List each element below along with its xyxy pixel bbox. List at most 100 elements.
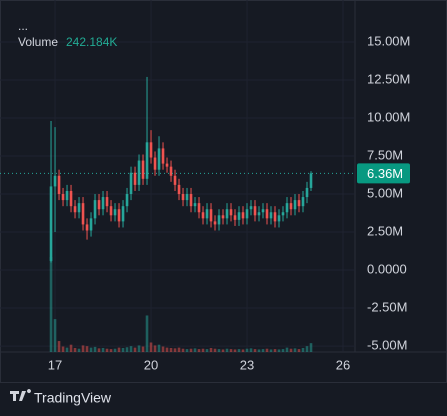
brand-name[interactable]: TradingView — [34, 390, 112, 406]
volume-bar — [165, 347, 169, 352]
volume-bar — [233, 349, 237, 352]
logo-mark — [10, 389, 31, 401]
candle-body — [93, 200, 97, 219]
volume-bar — [149, 342, 153, 352]
volume-bar — [253, 349, 257, 352]
volume-bar — [89, 347, 93, 352]
candle-body — [65, 190, 69, 201]
candle-body — [89, 218, 93, 231]
volume-bar — [257, 349, 261, 352]
candle-body — [153, 157, 157, 170]
volume-bar — [97, 348, 101, 352]
volume-bar — [73, 347, 77, 352]
candle-body — [213, 221, 217, 225]
candle-body — [301, 197, 305, 207]
y-tick-label: 0.0000 — [367, 261, 407, 276]
last-price-box — [357, 163, 410, 184]
last-price-label: 6.36M — [367, 166, 403, 181]
volume-bar — [161, 346, 165, 352]
x-tick-label: 20 — [144, 357, 158, 372]
volume-bar — [125, 347, 129, 352]
y-tick-label: 15.00M — [367, 33, 410, 48]
candle-body — [189, 194, 193, 207]
candle-body — [161, 148, 165, 164]
volume-bar — [81, 345, 85, 352]
volume-bar — [57, 341, 61, 352]
volume-bar — [281, 349, 285, 352]
volume-bar — [69, 344, 73, 352]
y-tick-label: -5.00M — [367, 338, 407, 353]
volume-bar — [85, 346, 89, 352]
candle-body — [225, 209, 229, 219]
candle-body — [297, 200, 301, 207]
volume-bar — [213, 348, 217, 352]
candle-body — [121, 206, 125, 222]
volume-bar — [245, 348, 249, 352]
candle-body — [173, 175, 177, 185]
candle-body — [249, 206, 253, 210]
candle-body — [229, 209, 233, 216]
volume-bar — [137, 345, 141, 352]
candle-body — [117, 209, 121, 222]
x-tick-label: 23 — [240, 357, 254, 372]
candle-body — [57, 175, 61, 195]
volume-bar — [189, 348, 193, 352]
volume-bar — [249, 348, 253, 352]
volume-bar — [237, 349, 241, 352]
volume-bar — [153, 345, 157, 352]
candle-body — [169, 166, 173, 176]
brand-logo[interactable] — [10, 389, 31, 401]
volume-bar — [289, 348, 293, 352]
legend-menu[interactable]: ... — [18, 19, 28, 33]
volume-bar — [133, 347, 137, 352]
y-tick-label: 7.50M — [367, 147, 403, 162]
candle-body — [253, 206, 257, 216]
candle-body — [113, 209, 117, 216]
volume-bar — [61, 346, 65, 352]
volume-bar — [221, 349, 225, 352]
y-tick-label: 2.50M — [367, 223, 403, 238]
volume-bar — [185, 349, 189, 352]
candle-body — [105, 197, 109, 207]
candle-body — [85, 224, 89, 231]
candle-body — [285, 203, 289, 213]
candle-body — [181, 194, 185, 201]
candle-body — [145, 142, 149, 179]
candle-body — [257, 212, 261, 216]
candle-body — [81, 203, 85, 225]
candle-body — [197, 203, 201, 213]
candle-body — [165, 163, 169, 167]
candle-body — [217, 215, 221, 225]
candle-body — [61, 194, 65, 201]
volume-bar — [169, 347, 173, 352]
volume-bar — [205, 349, 209, 352]
candle-body — [149, 142, 153, 158]
volume-bar — [53, 319, 57, 352]
x-tick-label: 17 — [48, 357, 62, 372]
candle-body — [289, 203, 293, 210]
volume-bar — [65, 347, 69, 352]
volume-bar — [309, 343, 313, 352]
candle-body — [245, 209, 249, 219]
candle-body — [141, 160, 145, 179]
volume-bar — [157, 344, 161, 352]
candle-body — [177, 184, 181, 195]
candle-body — [221, 215, 225, 219]
volume-bar — [117, 347, 121, 352]
y-tick-label: -2.50M — [367, 299, 407, 314]
volume-bar — [201, 348, 205, 352]
candle-body — [77, 203, 81, 213]
candle-body — [201, 212, 205, 219]
volume-bar — [141, 346, 145, 352]
candle-body — [241, 212, 245, 219]
volume-bar — [105, 348, 109, 352]
volume-bar — [273, 349, 277, 352]
candle-body — [281, 212, 285, 216]
volume-bar — [129, 346, 133, 352]
candle-body — [273, 212, 277, 222]
y-tick-label: 5.00M — [367, 185, 403, 200]
volume-bar — [241, 349, 245, 352]
candle-body — [73, 206, 77, 213]
volume-bar — [265, 348, 269, 352]
candle-body — [305, 187, 309, 198]
